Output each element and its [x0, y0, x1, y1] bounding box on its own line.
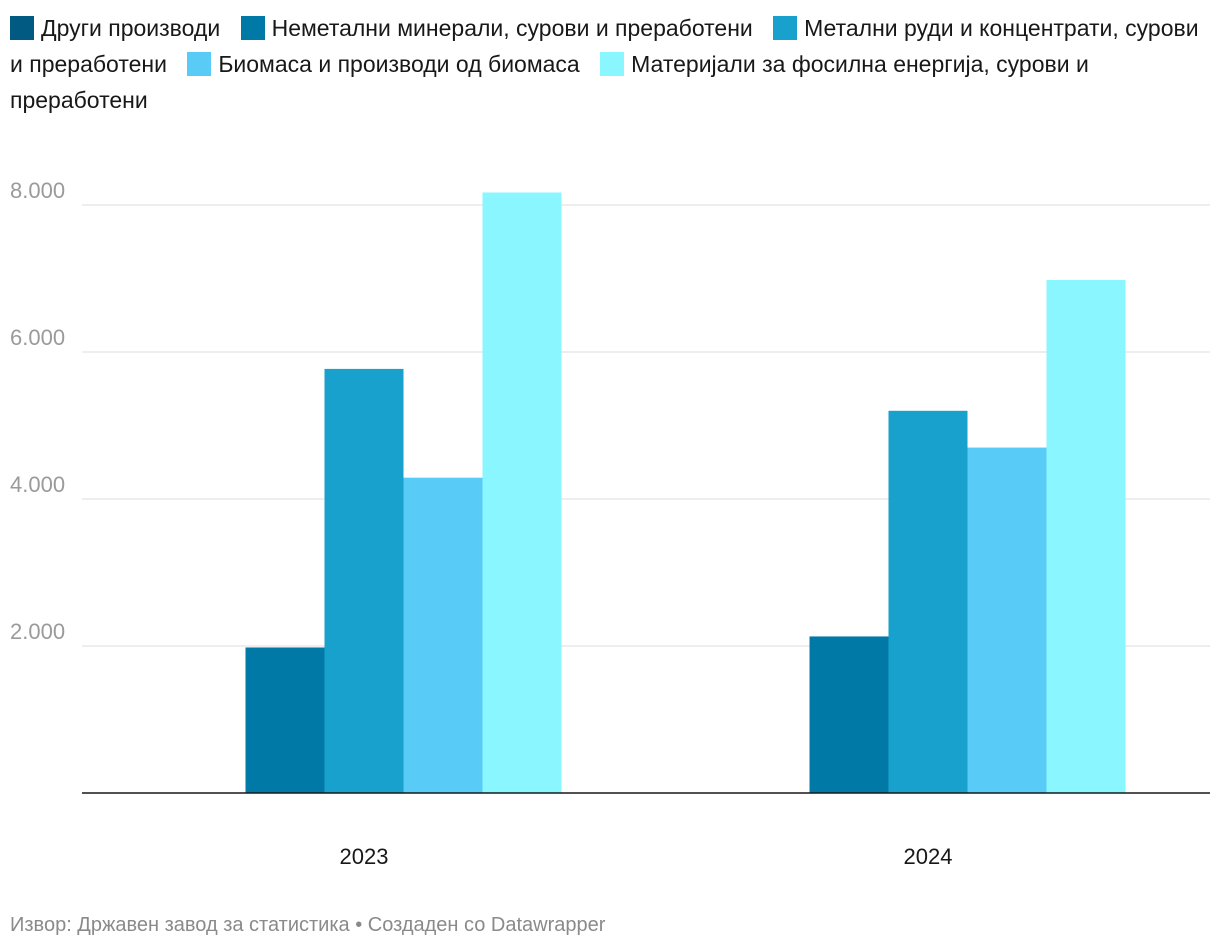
bar: [1046, 279, 1126, 794]
legend-label: Неметални минерали, сурови и преработени: [271, 15, 753, 41]
legend-item: Други производи: [10, 15, 220, 41]
legend-item: Биомаса и производи од биомаса: [187, 51, 580, 77]
legend-item: Материјали за фосилна енергија, сурови и…: [10, 51, 1089, 113]
bar: [809, 636, 889, 793]
legend: Други производи Неметални минерали, суро…: [10, 10, 1210, 118]
x-category-label: 2024: [904, 844, 953, 869]
bar: [482, 192, 562, 793]
x-category-label: 2023: [340, 844, 389, 869]
legend-label: Метални руди и концентрати, сурови и пре…: [10, 15, 1199, 77]
y-tick-label: 2.000: [10, 619, 65, 644]
bar: [324, 368, 404, 793]
bar: [888, 410, 968, 793]
bar: [245, 647, 325, 793]
legend-label: Биомаса и производи од биомаса: [218, 51, 580, 77]
y-tick-label: 4.000: [10, 472, 65, 497]
bar: [403, 477, 483, 793]
legend-swatch: [187, 52, 212, 76]
legend-label: Други производи: [41, 15, 221, 41]
legend-swatch: [240, 16, 265, 40]
legend-item: Неметални минерали, сурови и преработени: [240, 15, 753, 41]
legend-swatch: [10, 16, 34, 40]
legend-swatch: [773, 16, 798, 40]
source-footer: Извор: Државен завод за статистика • Соз…: [10, 914, 606, 936]
legend-label: Материјали за фосилна енергија, сурови и…: [10, 51, 1089, 113]
legend-item: Метални руди и концентрати, сурови и пре…: [10, 15, 1199, 77]
y-tick-label: 8.000: [10, 178, 65, 203]
bar: [967, 447, 1047, 793]
legend-swatch: [600, 52, 625, 76]
y-tick-label: 6.000: [10, 325, 65, 350]
